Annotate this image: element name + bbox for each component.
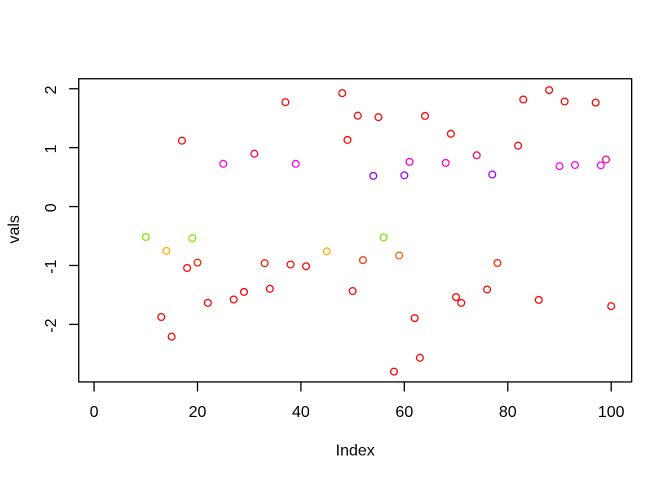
svg-text:vals: vals <box>6 215 23 243</box>
svg-text:Index: Index <box>336 443 375 460</box>
svg-text:20: 20 <box>189 404 207 421</box>
svg-text:2: 2 <box>43 85 60 94</box>
svg-text:40: 40 <box>292 404 310 421</box>
svg-text:-1: -1 <box>43 259 60 273</box>
svg-text:-2: -2 <box>43 318 60 332</box>
svg-text:80: 80 <box>499 404 517 421</box>
svg-text:0: 0 <box>43 203 60 212</box>
svg-text:100: 100 <box>598 404 625 421</box>
svg-text:0: 0 <box>90 404 99 421</box>
svg-text:1: 1 <box>43 144 60 153</box>
svg-text:60: 60 <box>395 404 413 421</box>
